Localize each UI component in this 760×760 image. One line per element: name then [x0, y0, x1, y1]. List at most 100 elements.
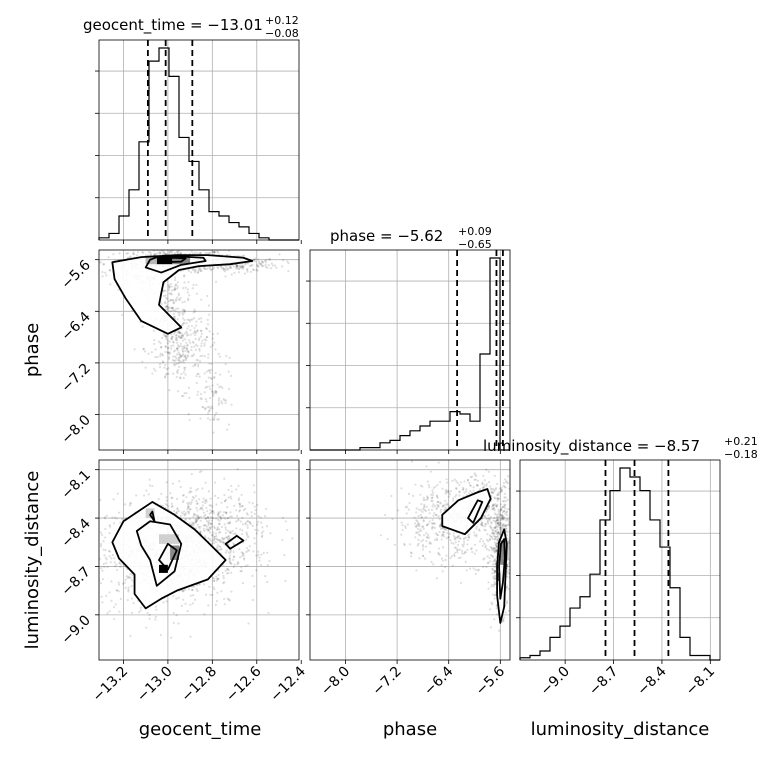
scatter-point [514, 526, 516, 528]
scatter-point [220, 517, 223, 521]
scatter-point [141, 360, 144, 363]
scatter-point [215, 575, 218, 578]
scatter-point [443, 527, 446, 531]
scatter-point [282, 258, 285, 262]
scatter-point [211, 337, 215, 340]
scatter-point [129, 576, 132, 579]
scatter-point [181, 336, 184, 340]
scatter-point [485, 538, 489, 541]
scatter-point [487, 540, 490, 543]
scatter-point [215, 391, 218, 394]
scatter-point [210, 511, 213, 514]
scatter-point [164, 375, 167, 378]
scatter-point [230, 571, 233, 574]
scatter-point [164, 502, 167, 506]
panel-frame [519, 459, 721, 661]
scatter-point [176, 331, 180, 334]
scatter-point [216, 513, 219, 516]
scatter-point [171, 482, 175, 485]
scatter-point [504, 499, 508, 503]
scatter-point [500, 506, 504, 509]
scatter-point [496, 535, 500, 538]
scatter-point [419, 484, 423, 487]
scatter-point [266, 551, 269, 554]
scatter-point [195, 519, 198, 523]
scatter-point [228, 558, 231, 562]
scatter-point [185, 322, 188, 325]
scatter-point [477, 568, 480, 571]
scatter-point [493, 541, 497, 544]
scatter-point [497, 510, 500, 513]
scatter-point [192, 341, 195, 344]
scatter-point [163, 366, 166, 369]
scatter-point [178, 353, 182, 356]
scatter-point [493, 597, 496, 600]
scatter-point [170, 502, 173, 505]
scatter-point [197, 516, 200, 519]
scatter-point [475, 474, 478, 478]
scatter-point [184, 354, 187, 357]
scatter-point [245, 546, 248, 550]
scatter-point [113, 561, 116, 564]
scatter-point [241, 529, 244, 532]
scatter-point [238, 504, 242, 507]
scatter-point [457, 534, 461, 538]
scatter-point [171, 250, 174, 253]
scatter-point [203, 338, 206, 341]
scatter-point [104, 536, 107, 539]
scatter-point [485, 566, 488, 569]
scatter-point [248, 264, 251, 268]
scatter-point [508, 487, 510, 490]
scatter-point [95, 589, 97, 591]
scatter-point [200, 270, 203, 273]
scatter-point [147, 352, 150, 355]
scatter-point [200, 344, 203, 348]
scatter-point [196, 514, 200, 517]
scatter-point [442, 546, 445, 549]
scatter-point [454, 541, 457, 544]
scatter-point [100, 595, 103, 598]
scatter-point [222, 540, 225, 544]
scatter-point [107, 256, 110, 259]
scatter-point [493, 547, 497, 550]
scatter-point [408, 501, 411, 505]
scatter-point [215, 577, 219, 580]
scatter-point [194, 494, 197, 498]
scatter-point [214, 603, 218, 606]
scatter-point [203, 355, 206, 358]
scatter-point [180, 354, 183, 358]
scatter-point [187, 512, 191, 515]
scatter-point [235, 488, 238, 491]
scatter-point [229, 374, 233, 377]
scatter-point [488, 549, 491, 552]
scatter-point [222, 576, 225, 580]
scatter-point [195, 375, 198, 378]
scatter-point [455, 487, 458, 490]
scatter-point [491, 504, 495, 508]
scatter-point [204, 593, 208, 596]
scatter-point [101, 270, 104, 274]
scatter-point [400, 533, 403, 536]
scatter-point [260, 535, 263, 538]
scatter-point [495, 543, 498, 546]
scatter-point [230, 484, 233, 488]
y-axis-label-luminosity-distance: luminosity_distance [22, 471, 43, 650]
scatter-point [210, 542, 214, 545]
scatter-point [245, 532, 249, 536]
scatter-point [270, 262, 273, 265]
scatter-point [144, 366, 147, 369]
scatter-point [433, 504, 437, 507]
scatter-point [252, 550, 255, 553]
scatter-point [498, 521, 501, 524]
scatter-point [494, 562, 497, 565]
scatter-point [524, 492, 526, 494]
scatter-point [175, 341, 179, 344]
scatter-point [501, 516, 504, 519]
scatter-point [226, 538, 229, 541]
scatter-point [171, 299, 174, 302]
scatter-point [182, 322, 185, 325]
scatter-point [226, 517, 229, 520]
scatter-point [476, 479, 480, 482]
scatter-point [497, 533, 500, 536]
scatter-point [418, 557, 421, 560]
